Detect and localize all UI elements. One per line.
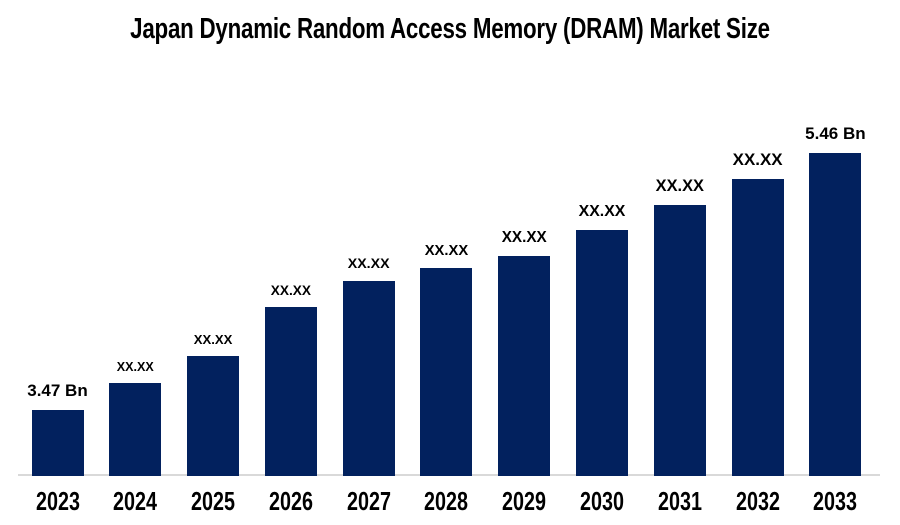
x-axis-label-2027: 2027	[346, 486, 391, 516]
chart-title: Japan Dynamic Random Access Memory (DRAM…	[130, 13, 770, 45]
value-label-2023: 3.47 Bn	[27, 381, 88, 400]
x-axis-label-2029: 2029	[502, 486, 547, 516]
bar-2028	[420, 268, 473, 476]
x-axis-label-2023: 2023	[35, 486, 80, 516]
x-axis-label-2026: 2026	[268, 486, 313, 516]
value-label-2032: XX.XX	[732, 150, 783, 169]
bar-2027	[342, 281, 395, 476]
x-axis-label-2033: 2033	[813, 486, 858, 516]
value-label-2025: XX.XX	[193, 332, 233, 347]
value-label-2033: 5.46 Bn	[805, 124, 866, 143]
bar-2030	[576, 230, 629, 476]
bar-2026	[264, 307, 317, 476]
x-axis-label-2028: 2028	[424, 486, 469, 516]
value-label-2026: XX.XX	[270, 283, 311, 298]
x-axis-label-2030: 2030	[580, 486, 624, 516]
bar-2033	[809, 153, 862, 476]
value-label-2029: XX.XX	[501, 229, 547, 246]
bar-2023	[31, 410, 84, 476]
value-label-2024: XX.XX	[116, 360, 154, 374]
x-axis-label-2031: 2031	[657, 486, 702, 516]
bar-2031	[653, 205, 706, 476]
value-label-2031: XX.XX	[655, 177, 704, 195]
value-label-2030: XX.XX	[578, 203, 626, 220]
x-axis-label-2025: 2025	[191, 486, 236, 516]
x-axis-label-2032: 2032	[735, 486, 780, 516]
x-axis-label-2024: 2024	[113, 486, 158, 516]
value-label-2028: XX.XX	[424, 243, 469, 259]
bar-2032	[731, 179, 784, 476]
bar-2029	[498, 256, 551, 476]
bar-2024	[109, 383, 162, 476]
bar-2025	[187, 356, 240, 476]
value-label-2027: XX.XX	[347, 256, 390, 272]
